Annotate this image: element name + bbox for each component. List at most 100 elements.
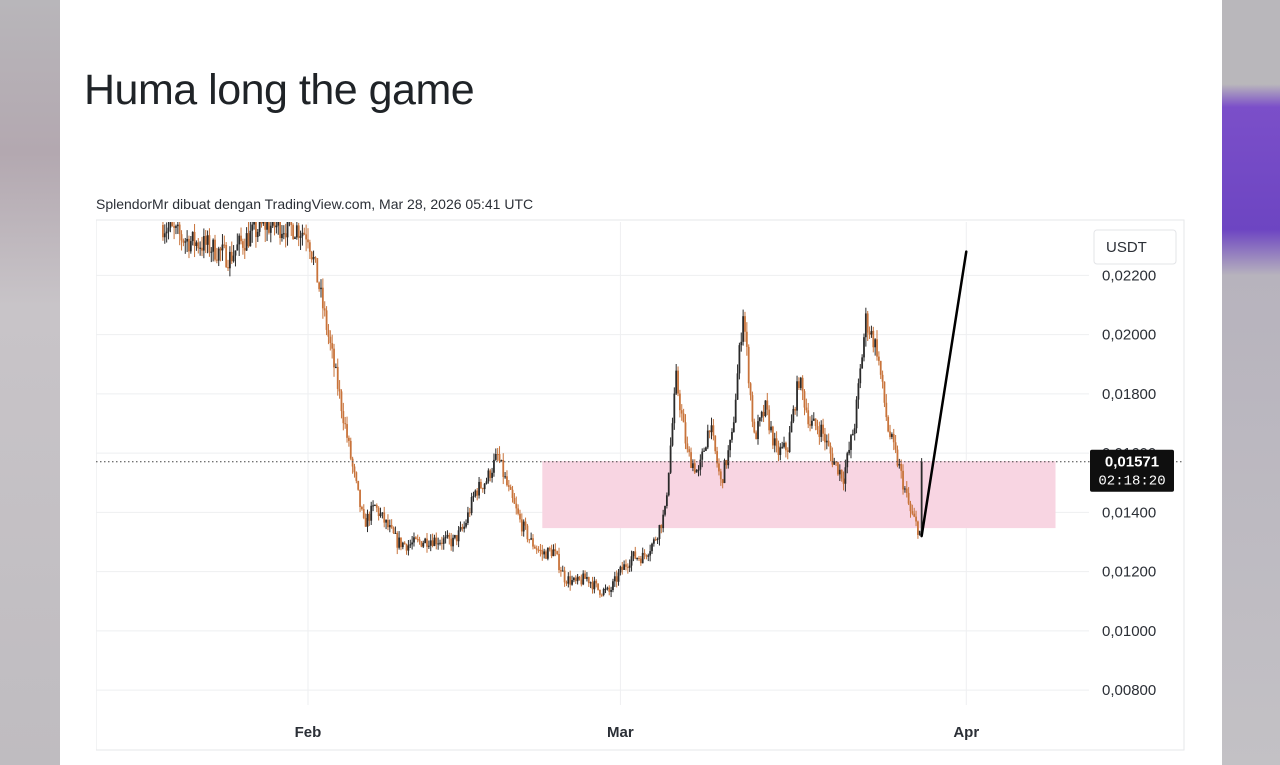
candle-body — [543, 551, 546, 555]
candle-body — [455, 535, 458, 542]
candle-body — [712, 425, 715, 436]
price-chart[interactable]: 0,022000,020000,018000,016000,014000,012… — [96, 192, 1186, 752]
candle-body — [453, 535, 456, 538]
candle-body — [600, 594, 603, 596]
candle-body — [766, 400, 769, 410]
candle-body — [907, 492, 910, 504]
candle-body — [753, 421, 756, 433]
candle-body — [474, 490, 477, 497]
background-right-edge — [1222, 0, 1280, 765]
candle-body — [693, 463, 696, 473]
candle-body — [346, 424, 348, 438]
candle-body — [747, 346, 750, 384]
candle-body — [334, 366, 337, 368]
candle-body — [917, 521, 919, 535]
candle-body — [846, 453, 849, 468]
candle-body — [323, 308, 326, 311]
candle-body — [545, 551, 547, 559]
y-tick-label: 0,01800 — [1102, 386, 1156, 403]
candle-body — [621, 566, 624, 570]
candle-body — [465, 522, 467, 527]
candle-body — [571, 580, 573, 585]
candle-body — [708, 430, 711, 433]
candle-body — [608, 587, 611, 592]
candle-body — [409, 544, 412, 546]
candle-body — [660, 525, 663, 529]
candle-body — [195, 242, 198, 246]
candle-body — [703, 450, 705, 452]
chart-container[interactable]: SplendorMr dibuat dengan TradingView.com… — [96, 192, 1186, 752]
candle-body — [619, 566, 622, 573]
candle-body — [824, 433, 826, 443]
candle-body — [643, 552, 646, 556]
candle-body — [548, 547, 551, 550]
candle-body — [299, 236, 302, 238]
candle-body — [301, 232, 304, 237]
candle-body — [167, 227, 170, 232]
candle-body — [374, 505, 376, 507]
candle-body — [628, 565, 631, 568]
candle-body — [662, 514, 665, 529]
candle-body — [427, 545, 430, 547]
candle-body — [690, 452, 692, 468]
candle-body — [467, 512, 469, 523]
candle-body — [848, 449, 851, 454]
candle-body — [204, 236, 207, 245]
candle-body — [556, 551, 559, 554]
candle-body — [803, 391, 806, 408]
post-title: Huma long the game — [84, 66, 475, 114]
candle-body — [284, 233, 287, 238]
candle-body — [686, 443, 689, 450]
candle-body — [366, 513, 369, 527]
candle-body — [266, 222, 268, 230]
candle-body — [584, 573, 586, 579]
candle-body — [816, 426, 819, 431]
candle-body — [494, 454, 497, 460]
candle-body — [480, 481, 482, 489]
candle-body — [522, 521, 525, 532]
candle-body — [613, 576, 616, 582]
candle-body — [682, 413, 685, 423]
candle-body — [426, 538, 428, 547]
candle-body — [247, 233, 250, 247]
candle-body — [208, 235, 211, 253]
y-tick-label: 0,02000 — [1102, 327, 1156, 344]
candle-body — [481, 488, 484, 490]
candle-body — [262, 222, 265, 224]
candle-body — [656, 538, 659, 540]
candle-body — [665, 495, 668, 507]
candle-body — [440, 542, 443, 544]
candle-body — [273, 222, 276, 228]
candle-body — [695, 469, 698, 473]
candle-body — [450, 538, 453, 547]
candle-body — [770, 426, 772, 431]
candle-body — [370, 505, 373, 521]
candle-body — [375, 505, 378, 508]
candle-body — [697, 469, 700, 471]
candle-body — [710, 425, 713, 433]
candle-body — [896, 449, 899, 466]
candle-body — [589, 582, 592, 584]
candle-body — [569, 576, 572, 585]
candle-body — [796, 381, 798, 411]
candle-body — [165, 231, 168, 234]
candle-body — [388, 525, 391, 528]
candle-body — [771, 426, 774, 446]
candle-body — [909, 503, 912, 512]
candle-body — [701, 451, 704, 460]
candle-body — [706, 430, 709, 448]
candle-body — [377, 507, 380, 517]
candle-body — [792, 408, 795, 422]
candle-body — [349, 440, 352, 459]
candle-body — [838, 469, 841, 475]
candle-body — [892, 434, 895, 443]
candle-body — [827, 440, 830, 446]
candle-body — [630, 556, 633, 566]
candle-body — [913, 513, 916, 517]
candle-body — [520, 519, 523, 532]
candle-body — [814, 418, 817, 427]
candle-body — [184, 241, 187, 243]
candle-body — [498, 454, 501, 461]
last-price-value: 0,01571 — [1105, 454, 1159, 471]
candle-body — [210, 251, 213, 253]
